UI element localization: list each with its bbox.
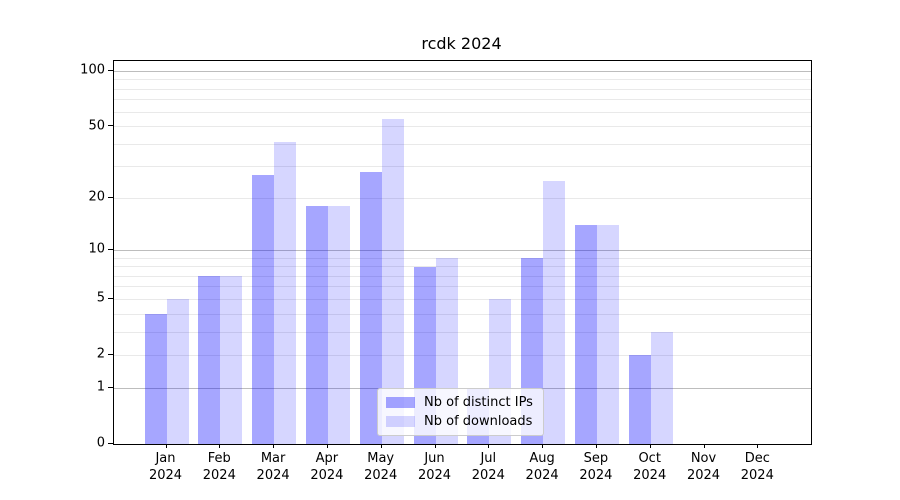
x-tick-label: Aug 2024 (525, 451, 559, 483)
y-tick-label: 2 (96, 346, 105, 362)
x-tick-label: Mar 2024 (256, 451, 290, 483)
legend-row: Nb of downloads (386, 414, 533, 429)
major-gridline (114, 249, 811, 251)
x-tick-mark (703, 444, 705, 448)
legend: Nb of distinct IPs Nb of downloads (377, 388, 544, 436)
y-tick-mark (108, 297, 113, 299)
y-tick-mark (108, 386, 113, 388)
minor-gridline (114, 79, 811, 81)
x-tick-label: Nov 2024 (686, 451, 721, 483)
legend-swatch-downloads (386, 416, 415, 427)
bar-downloads (543, 181, 566, 444)
bar-downloads (327, 206, 350, 444)
minor-gridline (114, 266, 811, 268)
minor-gridline (114, 275, 811, 277)
bar-downloads (166, 299, 189, 444)
minor-gridline (114, 331, 811, 333)
legend-label: Nb of distinct IPs (424, 395, 533, 410)
major-gridline (114, 70, 811, 72)
y-tick-mark (108, 442, 113, 444)
bar-distinct-ips (359, 172, 382, 444)
minor-gridline (114, 166, 811, 168)
bar-downloads (381, 119, 404, 444)
bar-downloads (220, 276, 243, 444)
minor-gridline (114, 99, 811, 101)
y-tick-label: 0 (96, 435, 105, 451)
x-tick-label: Jan 2024 (148, 451, 183, 483)
x-tick-mark (326, 444, 328, 448)
minor-gridline (114, 143, 811, 145)
minor-gridline (114, 197, 811, 199)
y-tick-label: 10 (88, 241, 105, 257)
y-tick-mark (108, 125, 113, 127)
x-tick-label: Apr 2024 (310, 451, 344, 483)
x-tick-label: Dec 2024 (740, 451, 774, 483)
x-tick-label: Jun 2024 (417, 451, 452, 483)
y-tick-label: 1 (96, 379, 105, 395)
bar-distinct-ips (574, 225, 597, 444)
minor-gridline (114, 111, 811, 113)
y-tick-mark (108, 196, 113, 198)
x-tick-mark (488, 444, 490, 448)
legend-label: Nb of downloads (424, 414, 533, 429)
y-tick-label: 20 (88, 189, 105, 205)
minor-gridline (114, 298, 811, 300)
legend-row: Nb of distinct IPs (386, 395, 533, 410)
x-tick-mark (273, 444, 275, 448)
x-tick-mark (542, 444, 544, 448)
minor-gridline (114, 257, 811, 259)
x-tick-mark (219, 444, 221, 448)
x-tick-label: Sep 2024 (579, 451, 613, 483)
x-tick-mark (165, 444, 167, 448)
x-tick-label: Jul 2024 (471, 451, 505, 483)
bar-distinct-ips (198, 276, 221, 444)
bar-distinct-ips (305, 206, 328, 444)
x-tick-mark (649, 444, 651, 448)
minor-gridline (114, 313, 811, 315)
y-tick-label: 50 (88, 118, 105, 134)
minor-gridline (114, 88, 811, 90)
x-tick-label: Oct 2024 (633, 451, 667, 483)
x-tick-mark (757, 444, 759, 448)
minor-gridline (114, 286, 811, 288)
y-tick-mark (108, 248, 113, 250)
x-tick-label: May 2024 (364, 451, 398, 483)
x-tick-label: Feb 2024 (202, 451, 236, 483)
bar-distinct-ips (144, 314, 167, 444)
legend-swatch-distinct-ips (386, 397, 415, 408)
y-tick-mark (108, 353, 113, 355)
minor-gridline (114, 354, 811, 356)
y-tick-mark (108, 69, 113, 71)
plot-area: Nb of distinct IPs Nb of downloads (113, 60, 812, 445)
x-tick-mark (380, 444, 382, 448)
bar-downloads (596, 225, 619, 444)
bar-downloads (650, 332, 673, 444)
minor-gridline (114, 126, 811, 128)
chart-title: rcdk 2024 (421, 34, 502, 53)
bar-distinct-ips (628, 355, 651, 444)
x-tick-mark (434, 444, 436, 448)
x-tick-mark (595, 444, 597, 448)
y-tick-label: 100 (80, 62, 105, 78)
bar-distinct-ips (252, 175, 275, 444)
bar-downloads (274, 142, 297, 444)
y-tick-label: 5 (96, 290, 105, 306)
